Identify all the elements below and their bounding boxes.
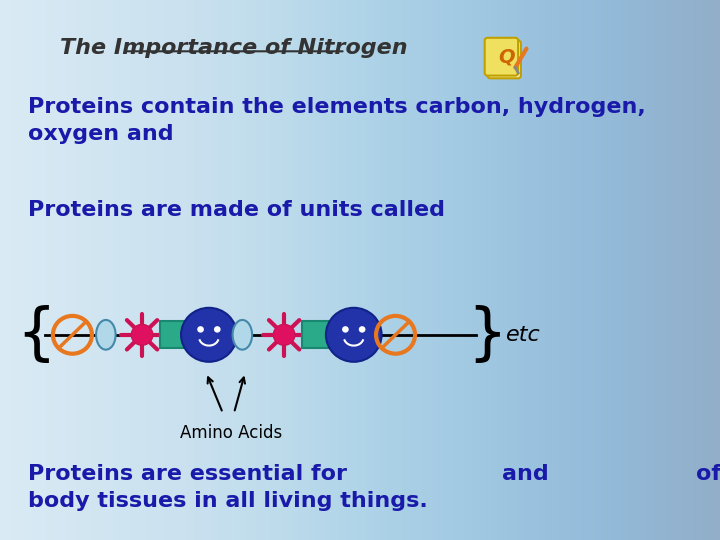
Circle shape (274, 325, 295, 345)
Ellipse shape (233, 320, 252, 350)
Text: {: { (17, 305, 56, 365)
Circle shape (181, 308, 237, 362)
FancyBboxPatch shape (487, 40, 521, 78)
Circle shape (342, 326, 348, 333)
Text: Proteins are made of units called: Proteins are made of units called (28, 200, 445, 220)
FancyBboxPatch shape (485, 38, 518, 76)
Circle shape (359, 326, 366, 333)
Text: Proteins are essential for                    and                   of
body tiss: Proteins are essential for and of body t… (28, 464, 720, 511)
Circle shape (197, 326, 204, 333)
Bar (302, 321, 333, 348)
Bar (160, 321, 191, 348)
Text: Q: Q (499, 47, 516, 66)
Circle shape (214, 326, 220, 333)
Text: Amino Acids: Amino Acids (180, 424, 282, 442)
Ellipse shape (96, 320, 116, 350)
Text: The Importance of Nitrogen: The Importance of Nitrogen (60, 38, 408, 58)
Circle shape (131, 325, 153, 345)
Circle shape (326, 308, 382, 362)
Text: }: } (467, 305, 508, 365)
Text: Proteins contain the elements carbon, hydrogen,
oxygen and: Proteins contain the elements carbon, hy… (28, 97, 646, 144)
Text: etc: etc (506, 325, 541, 345)
